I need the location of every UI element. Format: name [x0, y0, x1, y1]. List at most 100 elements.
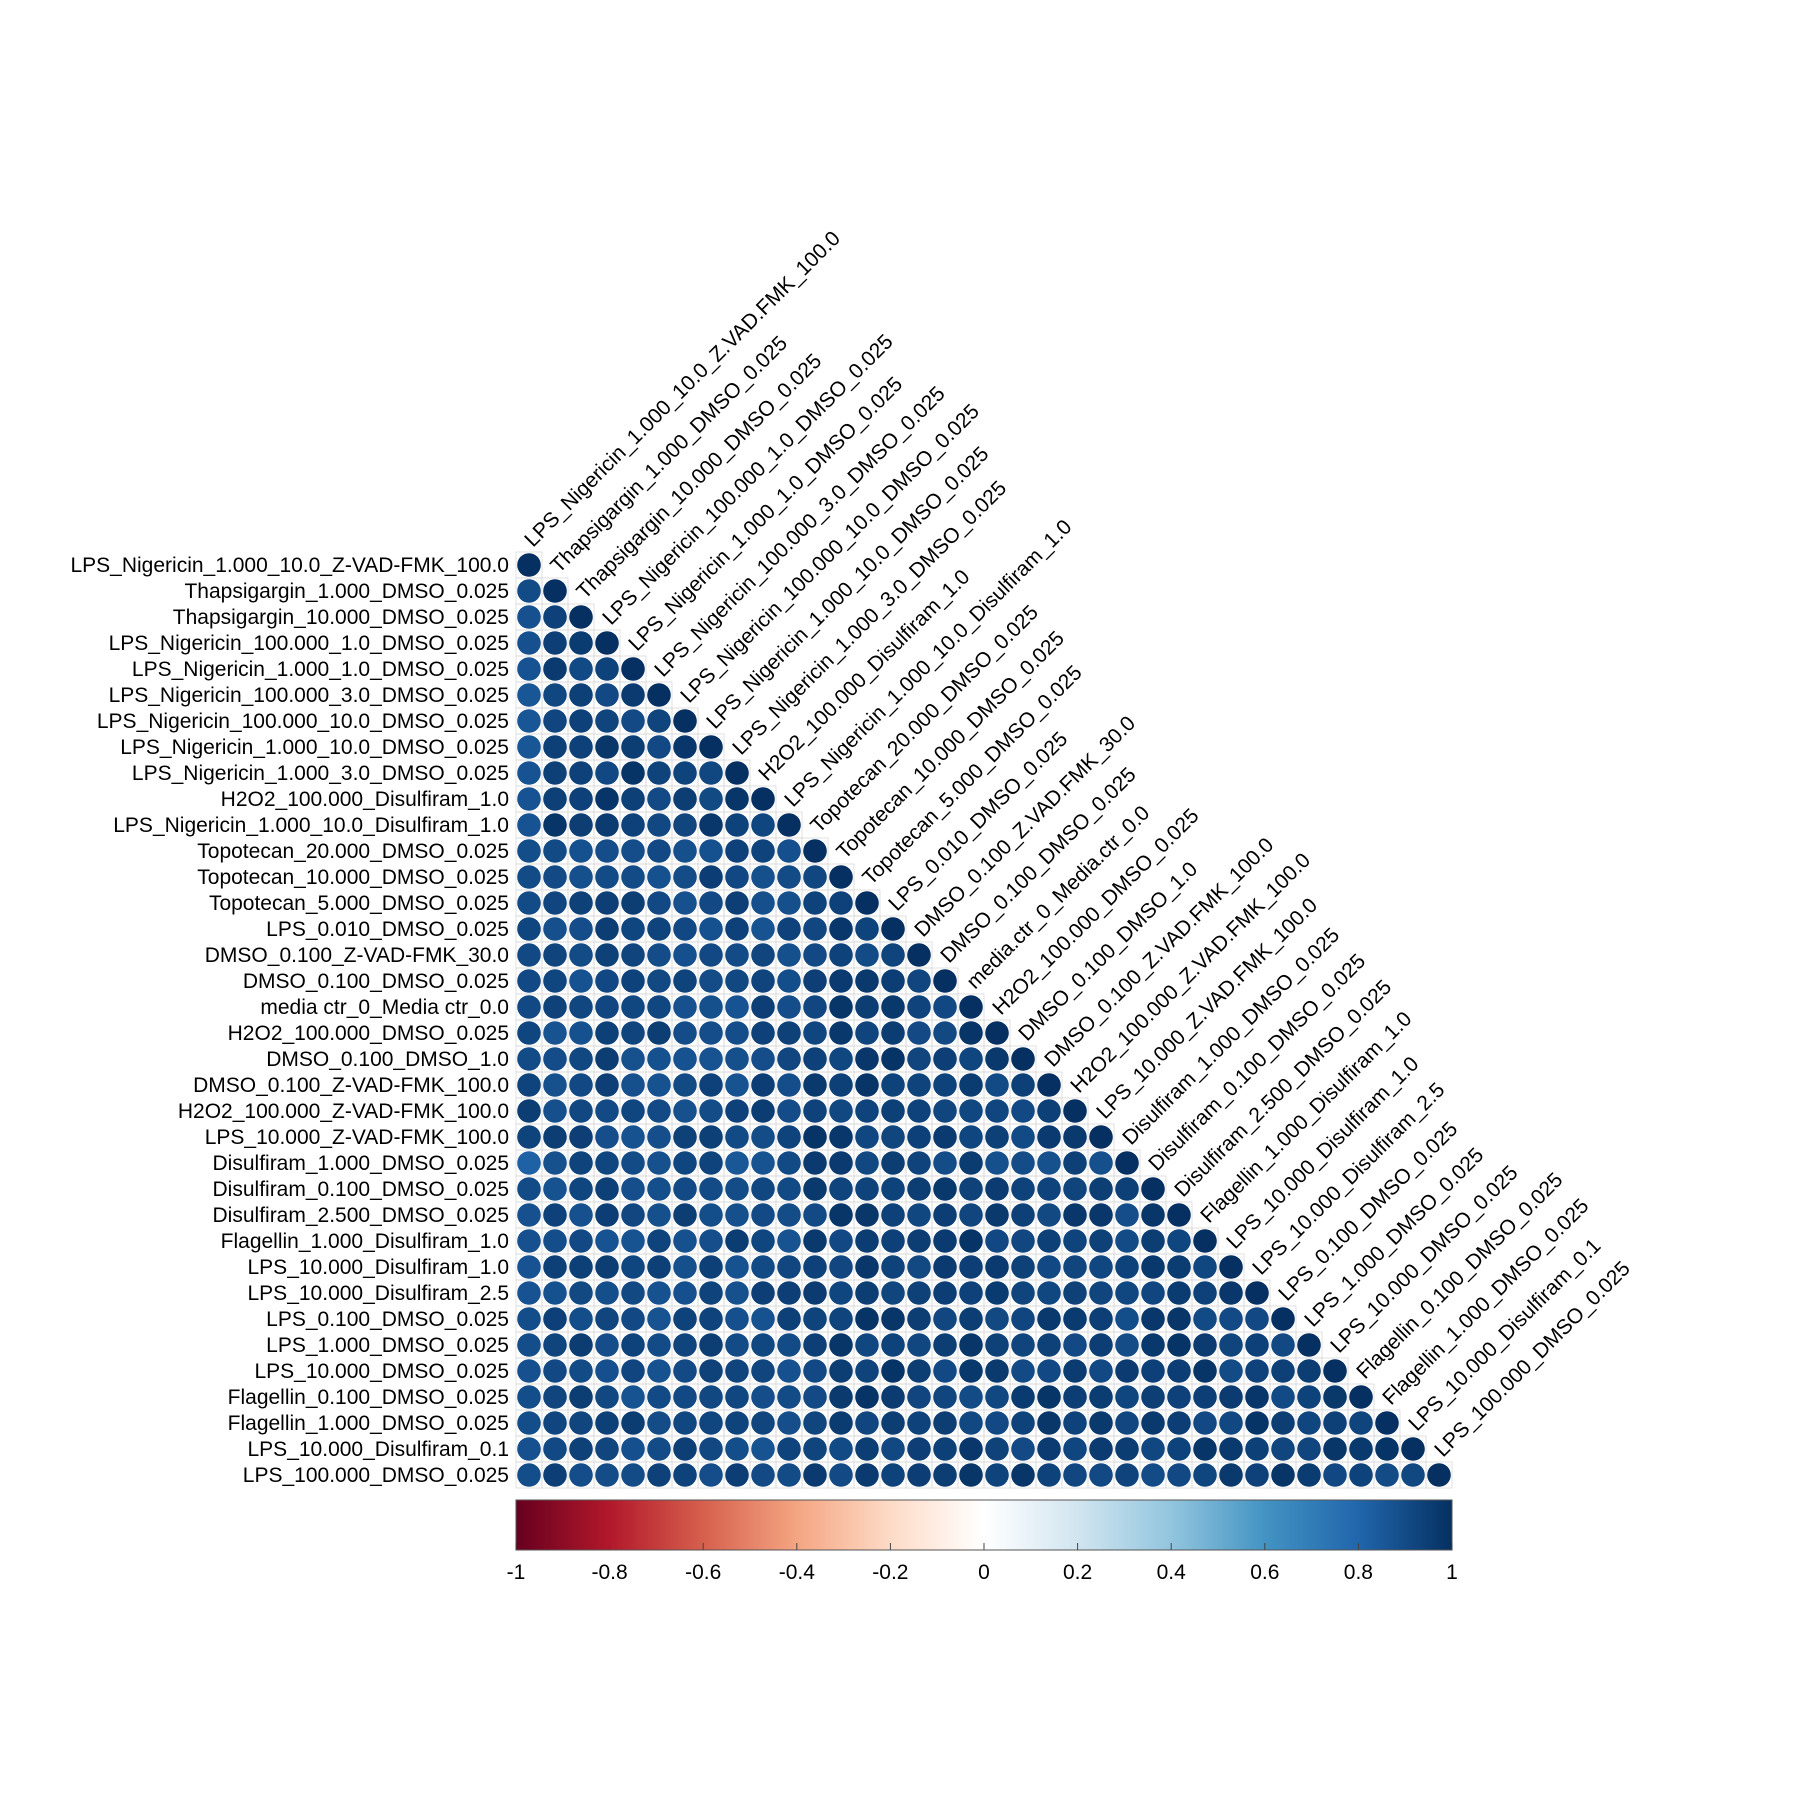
- corr-circle-12-1: [543, 865, 567, 889]
- corr-circle-15-6: [673, 943, 697, 967]
- corr-circle-34-7: [699, 1437, 723, 1461]
- corr-circle-19-5: [647, 1047, 671, 1071]
- corr-circle-31-7: [699, 1359, 723, 1383]
- corr-circle-5-4: [621, 683, 645, 707]
- corr-circle-24-9: [751, 1177, 775, 1201]
- corr-circle-33-14: [881, 1411, 905, 1435]
- corr-circle-3-2: [569, 631, 593, 655]
- corr-circle-5-0: [517, 683, 541, 707]
- corr-circle-17-8: [725, 995, 749, 1019]
- corr-circle-18-1: [543, 1021, 567, 1045]
- corr-circle-20-11: [803, 1073, 827, 1097]
- corr-circle-16-11: [803, 969, 827, 993]
- corr-circle-31-24: [1141, 1359, 1165, 1383]
- grid-cell: [1425, 1461, 1453, 1489]
- corr-circle-35-32: [1349, 1463, 1373, 1487]
- corr-circle-13-10: [777, 891, 801, 915]
- corr-circle-20-15: [907, 1073, 931, 1097]
- corr-circle-21-13: [855, 1099, 879, 1123]
- corr-circle-27-23: [1115, 1255, 1139, 1279]
- corr-circle-31-1: [543, 1359, 567, 1383]
- corr-circle-14-10: [777, 917, 801, 941]
- corr-circle-26-25: [1167, 1229, 1191, 1253]
- row-label-25: Disulfiram_2.500_DMSO_0.025: [213, 1204, 509, 1227]
- corr-circle-29-9: [751, 1307, 775, 1331]
- corr-circle-35-20: [1037, 1463, 1061, 1487]
- corr-circle-11-7: [699, 839, 723, 863]
- corr-circle-28-1: [543, 1281, 567, 1305]
- corr-circle-26-15: [907, 1229, 931, 1253]
- corr-circle-27-1: [543, 1255, 567, 1279]
- corr-circle-34-17: [959, 1437, 983, 1461]
- row-label-27: LPS_10.000_Disulfiram_1.0: [248, 1256, 510, 1279]
- corr-circle-21-16: [933, 1099, 957, 1123]
- corr-circle-29-24: [1141, 1307, 1165, 1331]
- corr-circle-33-12: [829, 1411, 853, 1435]
- corr-circle-7-5: [647, 735, 671, 759]
- corr-circle-23-20: [1037, 1151, 1061, 1175]
- corr-circle-35-15: [907, 1463, 931, 1487]
- row-label-14: LPS_0.010_DMSO_0.025: [266, 918, 509, 941]
- corr-circle-24-1: [543, 1177, 567, 1201]
- corr-circle-29-14: [881, 1307, 905, 1331]
- corr-circle-27-0: [517, 1255, 541, 1279]
- corr-circle-18-16: [933, 1021, 957, 1045]
- corr-circle-35-4: [621, 1463, 645, 1487]
- corr-circle-29-8: [725, 1307, 749, 1331]
- corr-circle-17-0: [517, 995, 541, 1019]
- corr-circle-32-32: [1349, 1385, 1373, 1409]
- corr-circle-10-1: [543, 813, 567, 837]
- corr-circle-34-23: [1115, 1437, 1139, 1461]
- corr-circle-33-16: [933, 1411, 957, 1435]
- corr-circle-33-26: [1193, 1411, 1217, 1435]
- row-label-21: H2O2_100.000_Z-VAD-FMK_100.0: [178, 1100, 509, 1123]
- corr-circle-8-2: [569, 761, 593, 785]
- row-label-8: LPS_Nigericin_1.000_3.0_DMSO_0.025: [132, 762, 509, 785]
- corr-circle-22-10: [777, 1125, 801, 1149]
- corr-circle-32-3: [595, 1385, 619, 1409]
- corr-circle-19-12: [829, 1047, 853, 1071]
- corr-circle-29-27: [1219, 1307, 1243, 1331]
- corr-circle-32-31: [1323, 1385, 1347, 1409]
- corr-circle-3-3: [595, 631, 619, 655]
- corr-circle-29-15: [907, 1307, 931, 1331]
- corr-circle-11-1: [543, 839, 567, 863]
- corr-circle-31-27: [1219, 1359, 1243, 1383]
- corr-circle-13-0: [517, 891, 541, 915]
- corr-circle-30-17: [959, 1333, 983, 1357]
- corr-circle-9-1: [543, 787, 567, 811]
- corr-circle-23-9: [751, 1151, 775, 1175]
- corr-circle-30-18: [985, 1333, 1009, 1357]
- corr-circle-34-20: [1037, 1437, 1061, 1461]
- corr-circle-26-2: [569, 1229, 593, 1253]
- corr-circle-28-4: [621, 1281, 645, 1305]
- corr-circle-21-6: [673, 1099, 697, 1123]
- corr-circle-12-7: [699, 865, 723, 889]
- corr-circle-30-6: [673, 1333, 697, 1357]
- corr-circle-24-20: [1037, 1177, 1061, 1201]
- corr-circle-34-30: [1297, 1437, 1321, 1461]
- corr-circle-33-24: [1141, 1411, 1165, 1435]
- corr-circle-22-6: [673, 1125, 697, 1149]
- corr-circle-23-12: [829, 1151, 853, 1175]
- corr-circle-6-5: [647, 709, 671, 733]
- corr-circle-35-0: [517, 1463, 541, 1487]
- row-label-4: LPS_Nigericin_1.000_1.0_DMSO_0.025: [132, 658, 509, 681]
- corr-circle-17-6: [673, 995, 697, 1019]
- corr-circle-28-5: [647, 1281, 671, 1305]
- corr-circle-13-7: [699, 891, 723, 915]
- corr-circle-34-26: [1193, 1437, 1217, 1461]
- corr-circle-35-18: [985, 1463, 1009, 1487]
- corr-circle-31-5: [647, 1359, 671, 1383]
- corr-circle-14-4: [621, 917, 645, 941]
- corr-circle-32-10: [777, 1385, 801, 1409]
- corr-circle-21-2: [569, 1099, 593, 1123]
- corr-circle-35-10: [777, 1463, 801, 1487]
- corr-circle-34-34: [1401, 1437, 1425, 1461]
- corr-circle-33-3: [595, 1411, 619, 1435]
- corr-circle-30-21: [1063, 1333, 1087, 1357]
- corr-circle-30-11: [803, 1333, 827, 1357]
- corr-circle-24-21: [1063, 1177, 1087, 1201]
- corr-circle-28-14: [881, 1281, 905, 1305]
- corr-circle-31-9: [751, 1359, 775, 1383]
